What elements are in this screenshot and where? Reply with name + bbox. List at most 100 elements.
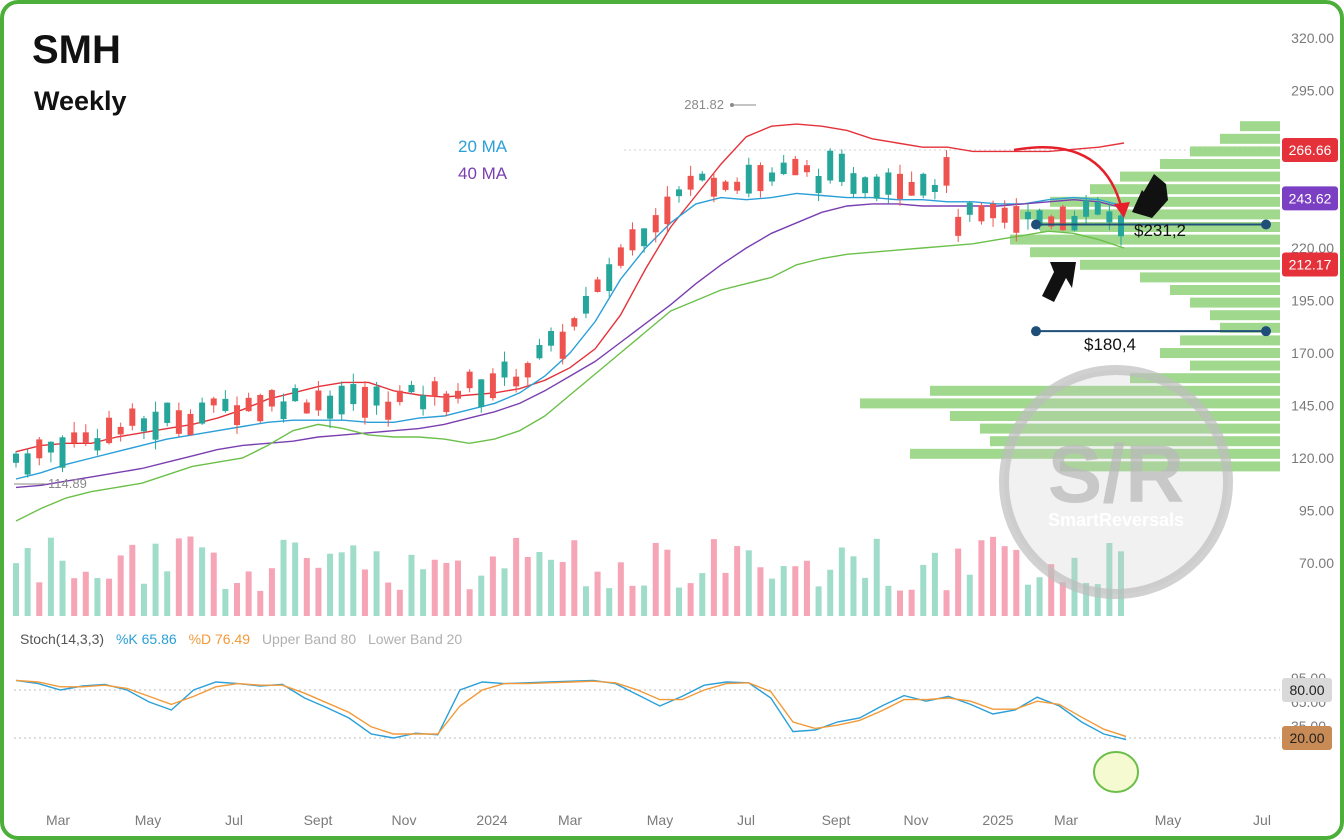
volume-bar <box>47 537 54 616</box>
volume-profile-bar <box>1180 335 1280 346</box>
price-chart[interactable]: 281.82 114.89 $231,2 $180,4 S/RSmartReversa… <box>4 4 1340 836</box>
volume-bar <box>850 556 857 616</box>
ma40-legend: 40 MA <box>458 164 508 183</box>
candle-body <box>873 176 880 199</box>
volume-bar <box>117 555 124 616</box>
candle-body <box>338 385 345 415</box>
volume-bar <box>792 566 799 616</box>
candle-body <box>1001 207 1008 223</box>
price-axis-tick: 320.00 <box>1291 30 1334 46</box>
candle-body <box>524 363 531 378</box>
candle-body <box>140 418 147 432</box>
support-upper-label: $231,2 <box>1134 221 1186 240</box>
volume-bar <box>582 586 589 616</box>
time-axis-label: Jul <box>737 812 755 828</box>
candle-body <box>1059 206 1066 231</box>
candle-body <box>315 390 322 411</box>
volume-bar <box>489 556 496 616</box>
candle-body <box>559 331 566 359</box>
candle-body <box>36 439 43 459</box>
stoch-k-line <box>15 679 1127 741</box>
candle-body <box>606 264 613 292</box>
pointer-arrow-lower <box>1042 262 1076 302</box>
support-line-endpoint <box>1261 326 1271 337</box>
candle-body <box>943 157 950 186</box>
candle-body <box>59 437 66 468</box>
candle-body <box>303 402 310 414</box>
volume-bar <box>571 540 578 616</box>
volume-profile-bar <box>1120 171 1280 182</box>
candle-body <box>920 173 927 196</box>
price-axis-tick: 95.00 <box>1299 503 1334 519</box>
candle-body <box>350 384 357 405</box>
stoch-lower-band-label: Lower Band 20 <box>368 631 463 647</box>
ma40-line <box>15 198 1125 489</box>
candle-body <box>24 453 31 475</box>
volume-profile-bar <box>980 423 1280 434</box>
candle-body <box>489 373 496 399</box>
candle-body <box>292 388 299 402</box>
candle-body <box>152 411 159 440</box>
price-badge-label: 212.17 <box>1289 256 1332 272</box>
volume-bar <box>617 562 624 616</box>
volume-profile-bar <box>1190 360 1280 371</box>
time-axis-label: Mar <box>558 812 582 828</box>
volume-bar <box>361 569 368 616</box>
candle-body <box>47 441 54 453</box>
volume-bar <box>687 583 694 616</box>
volume-bar <box>1024 584 1031 616</box>
candle-body <box>431 381 438 397</box>
volume-bar <box>1059 582 1066 616</box>
volume-profile-bar <box>1240 121 1280 132</box>
time-axis-label: 2024 <box>476 812 507 828</box>
candle-body <box>908 181 915 196</box>
candle-body <box>94 438 101 451</box>
time-axis-label: Jul <box>1253 812 1271 828</box>
volume-bar <box>943 590 950 616</box>
stoch-badge <box>1282 726 1332 750</box>
volume-bar <box>466 589 473 616</box>
time-axis-label: May <box>1155 812 1181 828</box>
volume-bar <box>94 578 101 616</box>
volume-bar <box>13 563 19 616</box>
candle-body <box>210 398 217 406</box>
volume-bar <box>990 536 997 616</box>
volume-bar <box>222 588 229 616</box>
high-price-label: 281.82 <box>684 97 724 112</box>
volume-bar <box>1048 564 1055 616</box>
stoch-d-line <box>15 679 1127 738</box>
ticker-title: SMH <box>32 28 121 72</box>
candle-body <box>175 410 182 434</box>
support-lower-label: $180,4 <box>1084 335 1136 354</box>
candle-body <box>501 361 508 378</box>
price-axis-tick: 170.00 <box>1291 345 1334 361</box>
candle-body <box>13 453 19 463</box>
volume-bar <box>245 571 252 616</box>
volume-bar <box>396 589 403 616</box>
price-axis-tick: 220.00 <box>1291 240 1334 256</box>
candle-body <box>792 158 799 176</box>
candle-body <box>1083 200 1090 217</box>
volume-bar <box>268 568 275 616</box>
volume-profile-bar <box>1030 247 1280 258</box>
candle-body <box>82 432 89 443</box>
candle-body <box>408 384 415 393</box>
time-axis-label: Mar <box>46 812 70 828</box>
volume-bar <box>129 544 136 616</box>
candle-body <box>466 371 473 389</box>
volume-profile-bar <box>910 448 1280 459</box>
volume-bar <box>408 554 415 616</box>
price-badge <box>1282 186 1338 211</box>
volume-bar <box>106 578 113 616</box>
candle-body <box>1048 216 1055 227</box>
candle-body <box>187 413 194 436</box>
candle-body <box>268 390 275 407</box>
volume-bar <box>629 585 636 616</box>
candle-body <box>897 173 903 199</box>
volume-bar <box>199 547 206 616</box>
candle-body <box>582 295 589 314</box>
volume-bar <box>710 539 717 616</box>
volume-bar <box>257 590 264 616</box>
volume-bar <box>1118 551 1124 616</box>
